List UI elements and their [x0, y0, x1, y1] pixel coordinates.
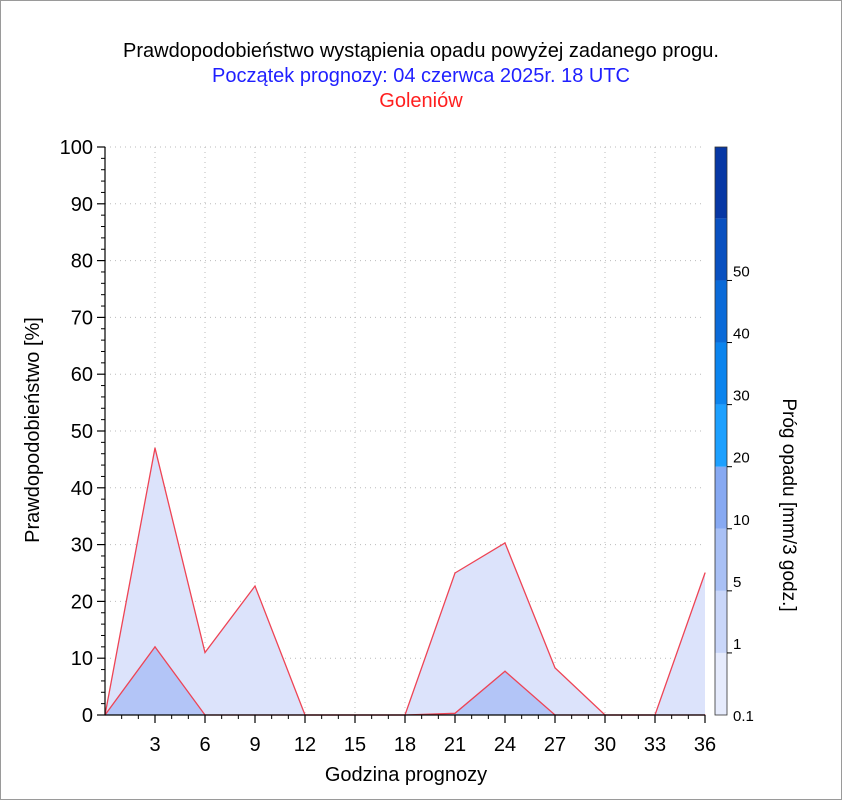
data-point: [504, 670, 506, 672]
colorbar-tick-label: 5: [733, 574, 741, 591]
threshold-colorbar: 0.1 1 5 10 20 30 40 50: [714, 146, 754, 725]
x-tick-label: 30: [594, 734, 616, 756]
x-tick-label: 36: [694, 734, 716, 756]
colorbar-border: [714, 146, 728, 716]
data-point: [204, 651, 206, 654]
colorbar-segment: [715, 218, 727, 281]
colorbar-tick-label: 30: [733, 388, 750, 405]
x-axis-label: Godzina prognozy: [325, 764, 487, 786]
y-tick-label: 60: [71, 364, 93, 386]
x-tick-label: 6: [199, 734, 210, 756]
colorbar-segment: [715, 280, 727, 343]
data-point: [154, 646, 156, 648]
location-label: Goleniów: [379, 90, 463, 112]
data-point: [454, 712, 456, 714]
forecast-start-subtitle: Początek prognozy: 04 czerwca 2025r. 18 …: [212, 65, 630, 87]
y-tick-label: 100: [60, 137, 93, 159]
y-tick-label: 0: [82, 705, 93, 727]
x-tick-label: 9: [249, 734, 260, 756]
y-tick-label: 40: [71, 478, 93, 500]
colorbar-segment: [715, 147, 727, 219]
x-tick-label: 27: [544, 734, 566, 756]
colorbar-tick-label: 10: [733, 512, 750, 529]
x-tick-label: 15: [344, 734, 366, 756]
colorbar-segment: [715, 466, 727, 529]
colorbar-segment: [715, 528, 727, 591]
x-tick-label: 18: [394, 734, 416, 756]
data-point: [154, 447, 156, 449]
y-tick-label: 90: [71, 194, 93, 216]
y-tick-label: 70: [71, 307, 93, 329]
data-point: [554, 667, 556, 669]
colorbar-segment: [715, 652, 727, 715]
x-tick-label: 33: [644, 734, 666, 756]
y-tick-label: 80: [71, 251, 93, 273]
area-threshold-1: [105, 646, 705, 715]
y-tick-label: 10: [71, 648, 93, 670]
data-point: [454, 572, 456, 574]
y-tick-label: 30: [71, 535, 93, 557]
colorbar-segment: [715, 404, 727, 467]
chart-title: Prawdopodobieństwo wystąpienia opadu pow…: [123, 40, 719, 62]
colorbar-tick-label: 50: [733, 263, 750, 280]
colorbar-segment: [715, 342, 727, 405]
y-tick-label: 50: [71, 421, 93, 443]
x-tick-label: 12: [294, 734, 316, 756]
chart-grid: [105, 146, 705, 715]
colorbar-tick-label: 40: [733, 326, 750, 343]
data-point: [254, 585, 256, 587]
data-point: [704, 572, 706, 574]
x-tick-label: 24: [494, 734, 516, 756]
colorbar-tick-label: 0.1: [733, 708, 754, 725]
colorbar-segment: [715, 590, 727, 653]
y-axis-label: Prawdopodobieństwo [%]: [22, 317, 44, 543]
colorbar-tick-label: 1: [733, 636, 741, 653]
colorbar-label: Próg opadu [mm/3 godz.]: [778, 398, 799, 611]
colorbar-tick-label: 20: [733, 450, 750, 467]
x-tick-label: 21: [444, 734, 466, 756]
area-threshold-0.1: [105, 448, 705, 715]
data-point: [504, 542, 506, 544]
x-tick-label: 3: [149, 734, 160, 756]
y-tick-label: 20: [71, 591, 93, 613]
